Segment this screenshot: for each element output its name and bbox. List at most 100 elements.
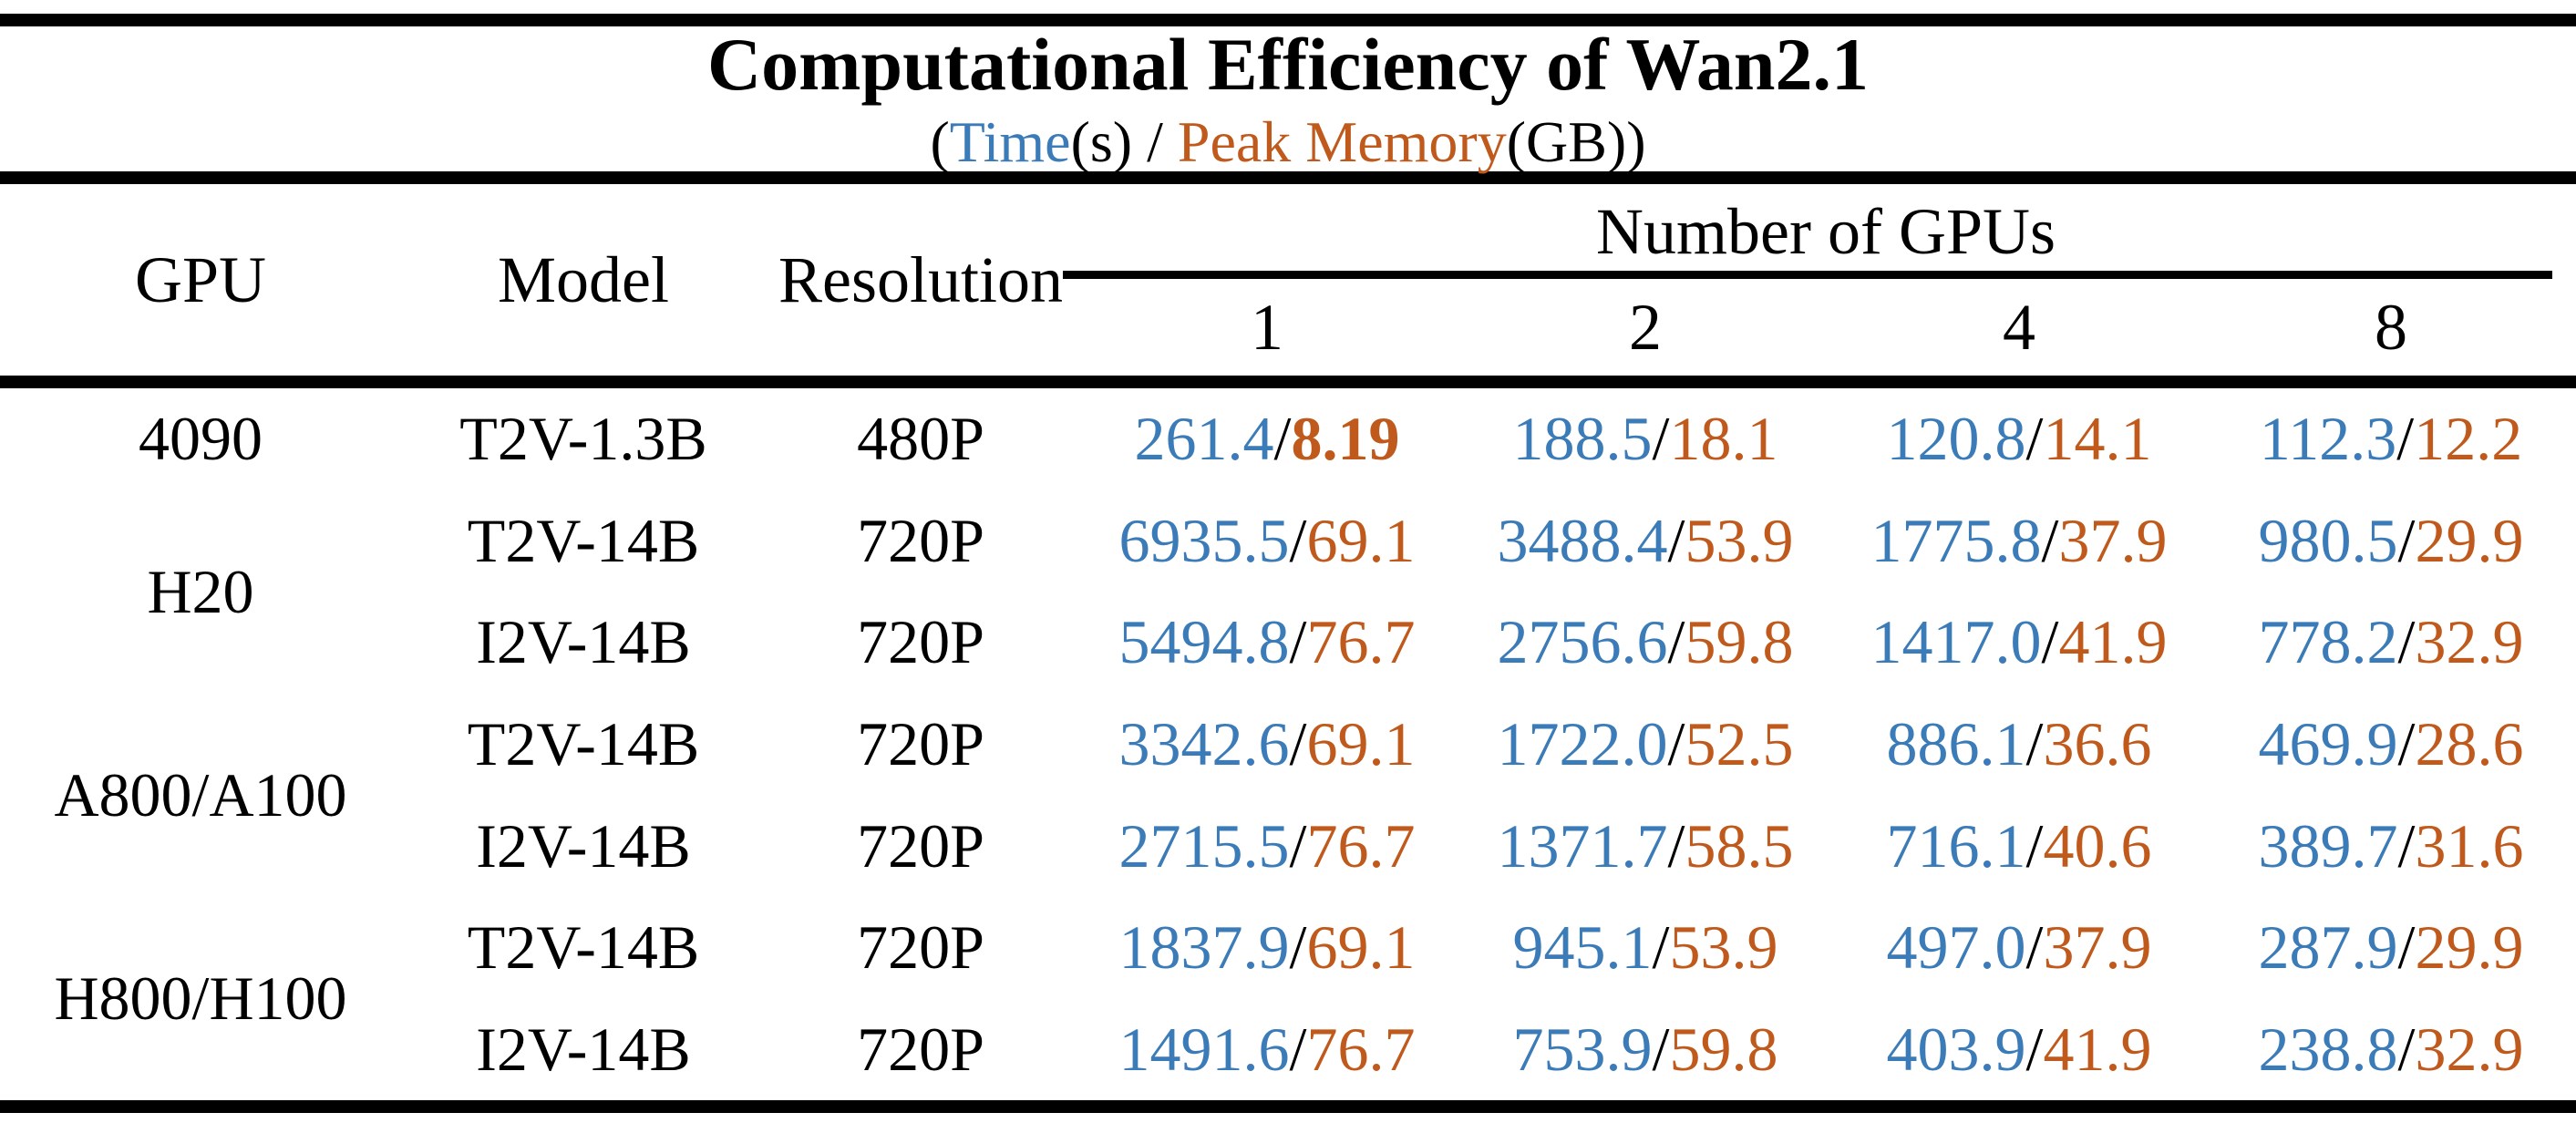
time-value: 886.1 [1886, 708, 2026, 778]
resolution-cell: 720P [857, 505, 984, 575]
time-value: 287.9 [2258, 912, 2398, 983]
value-separator: / [2397, 708, 2416, 778]
time-value: 469.9 [2258, 708, 2398, 778]
memory-value: 29.9 [2415, 912, 2524, 983]
col-header-gpu: GPU [134, 242, 267, 316]
value-separator: / [1652, 912, 1670, 983]
resolution-cell: 720P [857, 607, 984, 677]
table-row: H800/H100 T2V-14B 720P 1837.9/69.1 945.1… [0, 897, 2576, 1033]
value-cell: 945.1/53.9 [1458, 897, 1832, 999]
value-cell: 1371.7/58.5 [1458, 795, 1832, 897]
gpu-group-label: H20 [147, 556, 254, 626]
memory-value: 76.7 [1306, 810, 1416, 881]
value-cell: 3342.6/69.1 [1076, 694, 1458, 796]
value-separator: / [2397, 912, 2416, 983]
body-rule [0, 376, 2576, 388]
time-value: 3342.6 [1118, 708, 1290, 778]
memory-value: 52.5 [1685, 708, 1794, 778]
time-value: 112.3 [2259, 404, 2397, 474]
table-title: Computational Efficiency of Wan2.1 [706, 22, 1870, 106]
memory-value: 18.1 [1669, 404, 1778, 474]
value-separator: / [1652, 404, 1670, 474]
col-header-resolution: Resolution [778, 242, 1063, 316]
model-cell: T2V-14B [467, 708, 700, 778]
value-separator: / [1289, 1014, 1307, 1084]
table-row: I2V-14B 720P 1491.6/76.7 753.9/59.8 403.… [0, 998, 2576, 1100]
value-separator: / [1273, 404, 1292, 474]
value-cell: 188.5/18.1 [1458, 388, 1832, 490]
value-cell: 403.9/41.9 [1832, 998, 2206, 1100]
subtitle-time-label: Time [949, 108, 1071, 174]
value-separator: / [2025, 1014, 2044, 1084]
value-cell: 778.2/32.9 [2206, 592, 2576, 694]
value-separator: / [2041, 607, 2059, 677]
memory-value: 32.9 [2415, 607, 2524, 677]
gpu-group-label: 4090 [139, 404, 263, 474]
resolution-cell: 720P [857, 912, 984, 983]
value-cell: 112.3/12.2 [2206, 388, 2576, 490]
header-table: GPU Model Resolution Number of GPUs 1 2 … [0, 184, 2576, 376]
value-separator: / [2041, 505, 2059, 575]
resolution-cell: 720P [857, 1014, 984, 1084]
resolution-cell: 720P [857, 810, 984, 881]
table-row: 4090 T2V-1.3B 480P 261.4/8.19 188.5/18.1… [0, 388, 2576, 490]
table-row: I2V-14B 720P 5494.8/76.7 2756.6/59.8 141… [0, 592, 2576, 694]
value-cell: 1417.0/41.9 [1832, 592, 2206, 694]
table-row: A800/A100 T2V-14B 720P 3342.6/69.1 1722.… [0, 694, 2576, 829]
value-separator: / [2025, 912, 2044, 983]
resolution-cell: 720P [857, 708, 984, 778]
time-value: 238.8 [2258, 1014, 2398, 1084]
bottom-rule [0, 1100, 2576, 1113]
value-separator: / [1289, 810, 1307, 881]
value-separator: / [2025, 810, 2044, 881]
model-cell: T2V-1.3B [459, 404, 707, 474]
col-header-4-gpus: 4 [2003, 290, 2035, 364]
memory-value: 69.1 [1306, 505, 1416, 575]
time-value: 778.2 [2258, 607, 2398, 677]
time-value: 261.4 [1134, 404, 1274, 474]
value-cell: 1775.8/37.9 [1832, 490, 2206, 592]
time-value: 1371.7 [1497, 810, 1668, 881]
model-cell: I2V-14B [476, 607, 691, 677]
time-value: 2715.5 [1118, 810, 1290, 881]
time-value: 6935.5 [1118, 505, 1290, 575]
top-rule [0, 14, 2576, 26]
value-separator: / [2397, 607, 2416, 677]
memory-value: 40.6 [2043, 810, 2152, 881]
value-cell: 5494.8/76.7 [1076, 592, 1458, 694]
value-separator: / [2397, 505, 2416, 575]
col-header-8-gpus: 8 [2375, 290, 2408, 364]
value-cell: 389.7/31.6 [2206, 795, 2576, 897]
value-separator: / [1289, 912, 1307, 983]
value-cell: 120.8/14.1 [1832, 388, 2206, 490]
time-value: 1491.6 [1118, 1014, 1290, 1084]
model-cell: T2V-14B [467, 912, 700, 983]
value-cell: 716.1/40.6 [1832, 795, 2206, 897]
value-separator: / [2396, 404, 2415, 474]
memory-value: 37.9 [2058, 505, 2168, 575]
time-value: 1837.9 [1118, 912, 1290, 983]
subtitle-separator: / [1132, 108, 1178, 174]
memory-value: 12.2 [2414, 404, 2523, 474]
memory-value: 28.6 [2415, 708, 2524, 778]
memory-value: 31.6 [2415, 810, 2524, 881]
value-cell: 287.9/29.9 [2206, 897, 2576, 999]
time-value: 3488.4 [1497, 505, 1668, 575]
value-cell: 6935.5/69.1 [1076, 490, 1458, 592]
subtitle-open-paren: ( [930, 108, 950, 174]
memory-value: 58.5 [1685, 810, 1794, 881]
time-value: 403.9 [1886, 1014, 2026, 1084]
value-cell: 2756.6/59.8 [1458, 592, 1832, 694]
head-rule [0, 171, 2576, 184]
value-separator: / [2025, 708, 2044, 778]
memory-value: 69.1 [1306, 912, 1416, 983]
memory-value: 29.9 [2415, 505, 2524, 575]
value-cell: 261.4/8.19 [1076, 388, 1458, 490]
memory-value: 53.9 [1685, 505, 1794, 575]
time-value: 1722.0 [1497, 708, 1668, 778]
value-cell: 3488.4/53.9 [1458, 490, 1832, 592]
subtitle-time-unit: (s) [1070, 108, 1133, 174]
memory-value: 14.1 [2043, 404, 2152, 474]
time-value: 753.9 [1512, 1014, 1653, 1084]
